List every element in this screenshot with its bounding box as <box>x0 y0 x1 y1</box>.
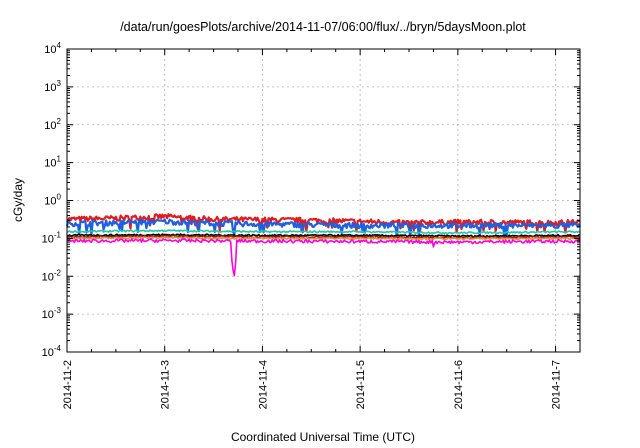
tick-labels: 10-4 10-3 10-2 10-1 100 101 102 103 104 2014-11-2… <box>42 41 563 409</box>
series-line-3 <box>66 229 581 235</box>
x-tick-label: 2014-11-6 <box>453 360 465 409</box>
y-tick-label: 10-4 <box>42 344 62 359</box>
y-tick-label: 101 <box>44 155 61 170</box>
grid <box>67 49 580 352</box>
series-line-6 <box>66 236 581 241</box>
series-line-5 <box>66 234 581 240</box>
x-tick-label: 2014-11-7 <box>551 360 563 409</box>
series-line-7 <box>66 238 581 277</box>
x-axis-label: Coordinated Universal Time (UTC) <box>231 430 415 444</box>
series-line-2 <box>65 218 581 238</box>
series-group <box>65 213 581 277</box>
x-tick-label: 2014-11-2 <box>62 360 74 409</box>
ticks <box>66 48 580 353</box>
y-tick-label: 104 <box>44 41 61 56</box>
y-tick-label: 100 <box>44 193 61 208</box>
y-tick-label: 103 <box>44 79 61 94</box>
y-tick-label: 10-2 <box>42 268 62 283</box>
chart-title: /data/run/goesPlots/archive/2014-11-07/0… <box>120 20 526 34</box>
x-tick-label: 2014-11-4 <box>257 360 269 409</box>
y-tick-label: 10-1 <box>42 230 62 245</box>
y-tick-label: 10-3 <box>42 306 62 321</box>
x-tick-label: 2014-11-5 <box>355 360 367 409</box>
y-axis-label: cGy/day <box>11 178 25 222</box>
y-tick-label: 102 <box>44 117 61 132</box>
x-tick-label: 2014-11-3 <box>160 360 172 409</box>
